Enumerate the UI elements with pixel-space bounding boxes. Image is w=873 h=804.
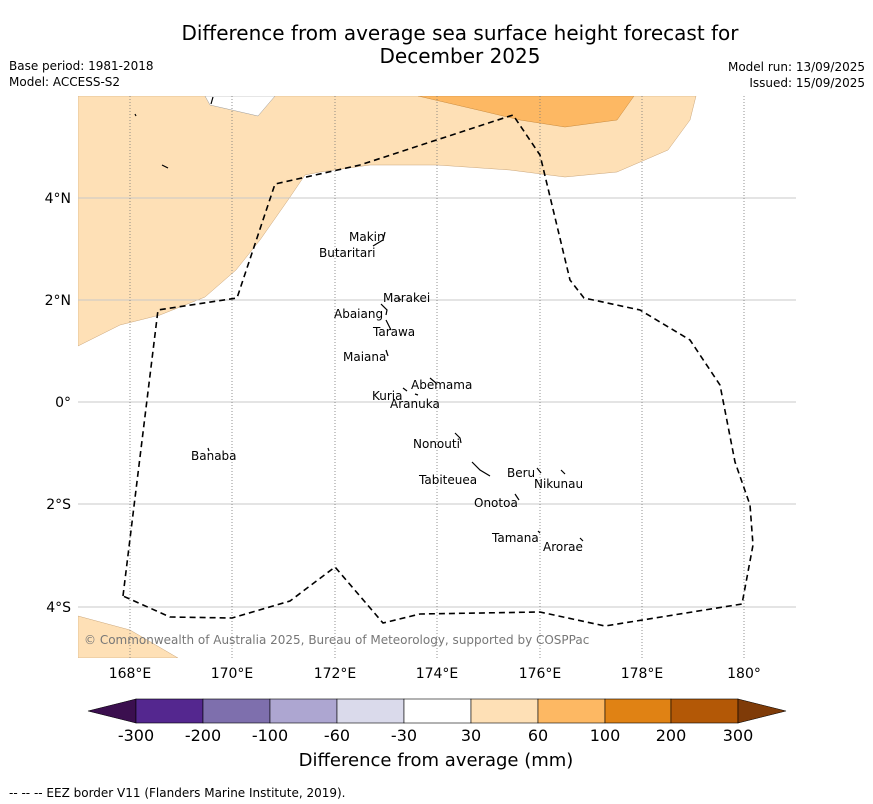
- lon-tick-label: 178°E: [621, 666, 664, 682]
- island-marks: [134, 96, 584, 542]
- chart-title: Difference from average sea surface heig…: [181, 21, 739, 68]
- island-label: Nonouti: [413, 437, 460, 451]
- map-area: [78, 96, 697, 658]
- anomaly-region-30-60: [78, 96, 697, 347]
- colorbar-tick-label: 60: [528, 726, 548, 745]
- lat-tick-label: 4°N: [45, 191, 71, 207]
- island-label: Beru: [507, 466, 535, 480]
- lon-tick-label: 172°E: [314, 666, 357, 682]
- island-label: Arorae: [543, 540, 583, 554]
- lon-tick-label: 170°E: [211, 666, 254, 682]
- island-label: Tarawa: [372, 325, 415, 339]
- island-label: Onotoa: [474, 496, 518, 510]
- lat-tick-label: 4°S: [46, 600, 71, 616]
- colorbar-tick-label: -300: [118, 726, 154, 745]
- colorbar-title: Difference from average (mm): [298, 750, 574, 771]
- colorbar-extend-low: [87, 698, 137, 724]
- lon-tick-label: 180°: [727, 666, 761, 682]
- colorbar-tick-label: -200: [185, 726, 221, 745]
- colorbar-segment: [604, 698, 672, 724]
- lon-tick-label: 168°E: [109, 666, 152, 682]
- model-name: Model: ACCESS-S2: [9, 75, 121, 89]
- island-label: Tabiteuea: [418, 473, 477, 487]
- island-label: Butaritari: [319, 246, 376, 260]
- island-label: Nikunau: [534, 477, 583, 491]
- island-label: Tamana: [491, 531, 539, 545]
- meta-left: Base period: 1981-2018 Model: ACCESS-S2: [9, 58, 154, 90]
- colorbar-segment: [135, 698, 204, 724]
- colorbar-segment: [202, 698, 271, 724]
- meridians: [129, 96, 745, 658]
- copyright-text: © Commonwealth of Australia 2025, Bureau…: [84, 633, 589, 647]
- lon-tick-label: 176°E: [519, 666, 562, 682]
- colorbar-segment: [537, 698, 606, 724]
- colorbar-ticks: -300 -200 -100 -60 -30 30 60 100 200 300: [118, 726, 753, 745]
- colorbar-segment: [670, 698, 739, 724]
- colorbar: [87, 698, 787, 724]
- footnote: -- -- -- EEZ border V11 (Flanders Marine…: [9, 786, 346, 800]
- colorbar-tick-label: -60: [324, 726, 350, 745]
- island-label: Abemama: [411, 378, 472, 392]
- meta-right: Model run: 13/09/2025 Issued: 15/09/2025: [728, 59, 865, 91]
- colorbar-segment: [336, 698, 405, 724]
- island-label: Maiana: [343, 350, 386, 364]
- colorbar-tick-label: 100: [590, 726, 621, 745]
- colorbar-extend-high: [737, 698, 787, 724]
- notch-top: [204, 96, 276, 117]
- colorbar-tick-label: -30: [391, 726, 417, 745]
- colorbar-tick-label: 300: [723, 726, 754, 745]
- anomaly-region-sw: [78, 615, 179, 658]
- colorbar-tick-label: -100: [252, 726, 288, 745]
- island-label: Kuria: [372, 389, 403, 403]
- lat-tick-label: 0°: [55, 395, 71, 411]
- island-label: Makin: [349, 230, 385, 244]
- island-labels: Makin Butaritari Marakei Abaiang Tarawa …: [191, 230, 583, 554]
- issued-date: Issued: 15/09/2025: [749, 76, 865, 90]
- longitude-labels: 168°E 170°E 172°E 174°E 176°E 178°E 180°: [109, 666, 761, 682]
- colorbar-tick-label: 30: [461, 726, 481, 745]
- latitude-labels: 4°N 2°N 0° 2°S 4°S: [45, 191, 72, 616]
- island-label: Aranuka: [390, 397, 440, 411]
- anomaly-region-60-100: [417, 96, 635, 128]
- lat-tick-label: 2°N: [45, 293, 71, 309]
- base-period: Base period: 1981-2018: [9, 59, 154, 73]
- colorbar-tick-label: 200: [656, 726, 687, 745]
- colorbar-segment: [470, 698, 539, 724]
- colorbar-segment: [403, 698, 472, 724]
- island-label: Abaiang: [334, 307, 383, 321]
- lat-tick-label: 2°S: [46, 497, 71, 513]
- island-label: Banaba: [191, 449, 237, 463]
- model-run: Model run: 13/09/2025: [727, 60, 865, 74]
- lon-tick-label: 174°E: [416, 666, 459, 682]
- eez-border: [122, 114, 754, 627]
- colorbar-segment: [269, 698, 338, 724]
- island-label: Marakei: [383, 291, 430, 305]
